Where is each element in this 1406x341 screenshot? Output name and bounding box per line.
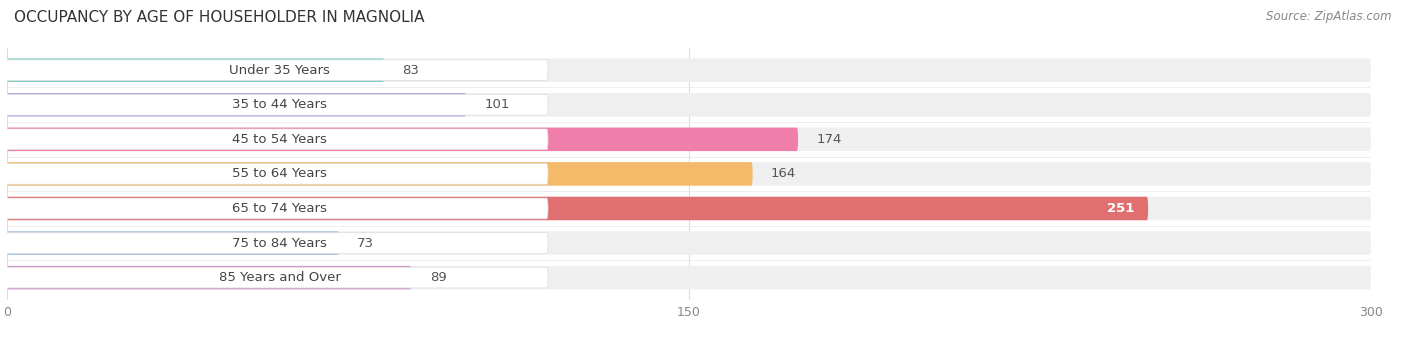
FancyBboxPatch shape [7, 58, 1371, 82]
Text: 85 Years and Over: 85 Years and Over [219, 271, 340, 284]
Text: 101: 101 [484, 98, 510, 111]
Text: Under 35 Years: Under 35 Years [229, 64, 330, 77]
FancyBboxPatch shape [7, 266, 412, 290]
Text: 174: 174 [817, 133, 842, 146]
FancyBboxPatch shape [3, 94, 548, 115]
FancyBboxPatch shape [7, 128, 799, 151]
Text: 251: 251 [1107, 202, 1135, 215]
Text: 89: 89 [430, 271, 447, 284]
FancyBboxPatch shape [3, 267, 548, 288]
FancyBboxPatch shape [3, 233, 548, 253]
Text: 73: 73 [357, 237, 374, 250]
Text: Source: ZipAtlas.com: Source: ZipAtlas.com [1267, 10, 1392, 23]
Text: 35 to 44 Years: 35 to 44 Years [232, 98, 328, 111]
Text: 83: 83 [402, 64, 419, 77]
FancyBboxPatch shape [3, 129, 548, 150]
Text: OCCUPANCY BY AGE OF HOUSEHOLDER IN MAGNOLIA: OCCUPANCY BY AGE OF HOUSEHOLDER IN MAGNO… [14, 10, 425, 25]
FancyBboxPatch shape [3, 164, 548, 184]
FancyBboxPatch shape [7, 93, 1371, 117]
Text: 164: 164 [770, 167, 796, 180]
Text: 65 to 74 Years: 65 to 74 Years [232, 202, 328, 215]
FancyBboxPatch shape [7, 162, 752, 186]
FancyBboxPatch shape [3, 60, 548, 80]
Text: 75 to 84 Years: 75 to 84 Years [232, 237, 328, 250]
FancyBboxPatch shape [7, 266, 1371, 290]
Text: 55 to 64 Years: 55 to 64 Years [232, 167, 328, 180]
FancyBboxPatch shape [7, 231, 339, 255]
Text: 45 to 54 Years: 45 to 54 Years [232, 133, 328, 146]
FancyBboxPatch shape [7, 93, 467, 117]
FancyBboxPatch shape [7, 197, 1371, 220]
FancyBboxPatch shape [7, 58, 384, 82]
FancyBboxPatch shape [7, 128, 1371, 151]
FancyBboxPatch shape [7, 197, 1149, 220]
FancyBboxPatch shape [7, 162, 1371, 186]
FancyBboxPatch shape [3, 198, 548, 219]
FancyBboxPatch shape [7, 231, 1371, 255]
